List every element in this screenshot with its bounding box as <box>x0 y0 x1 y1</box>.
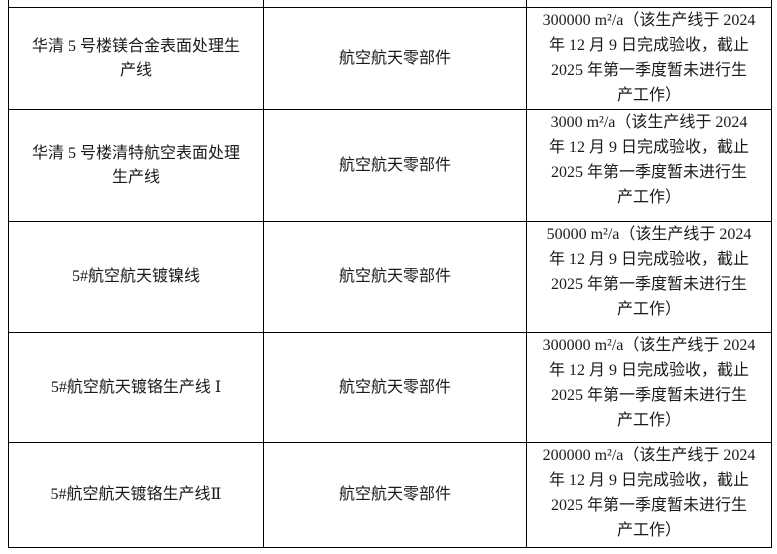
cell-product: 航空航天零部件 <box>263 442 527 548</box>
cell-production-line: 5#航空航天镀铬生产线Ⅱ <box>8 442 264 548</box>
production-lines-table: 华清 5 号楼镁合金表面处理生 产线 航空航天零部件 300000 m²/a（该… <box>8 0 772 548</box>
cell-product: 航空航天零部件 <box>263 109 527 222</box>
cell-empty <box>263 0 527 8</box>
cell-capacity: 3000 m²/a（该生产线于 2024 年 12 月 9 日完成验收，截止 2… <box>526 109 772 222</box>
cell-production-line: 华清 5 号楼清特航空表面处理 生产线 <box>8 109 264 222</box>
table-row-partial <box>8 0 772 8</box>
table-row: 5#航空航天镀镍线 航空航天零部件 50000 m²/a（该生产线于 2024 … <box>8 221 772 333</box>
cell-capacity: 300000 m²/a（该生产线于 2024 年 12 月 9 日完成验收，截止… <box>526 7 772 110</box>
cell-capacity: 200000 m²/a（该生产线于 2024 年 12 月 9 日完成验收，截止… <box>526 442 772 548</box>
table-row: 华清 5 号楼清特航空表面处理 生产线 航空航天零部件 3000 m²/a（该生… <box>8 109 772 222</box>
cell-empty <box>526 0 772 8</box>
table-row: 华清 5 号楼镁合金表面处理生 产线 航空航天零部件 300000 m²/a（该… <box>8 7 772 110</box>
cell-capacity: 50000 m²/a（该生产线于 2024 年 12 月 9 日完成验收，截止 … <box>526 221 772 333</box>
cell-empty <box>8 0 264 8</box>
table-row: 5#航空航天镀铬生产线 Ⅰ 航空航天零部件 300000 m²/a（该生产线于 … <box>8 332 772 443</box>
cell-product: 航空航天零部件 <box>263 332 527 443</box>
cell-production-line: 华清 5 号楼镁合金表面处理生 产线 <box>8 7 264 110</box>
table-row: 5#航空航天镀铬生产线Ⅱ 航空航天零部件 200000 m²/a（该生产线于 2… <box>8 442 772 548</box>
cell-product: 航空航天零部件 <box>263 7 527 110</box>
cell-production-line: 5#航空航天镀镍线 <box>8 221 264 333</box>
cell-capacity: 300000 m²/a（该生产线于 2024 年 12 月 9 日完成验收，截止… <box>526 332 772 443</box>
cell-production-line: 5#航空航天镀铬生产线 Ⅰ <box>8 332 264 443</box>
cell-product: 航空航天零部件 <box>263 221 527 333</box>
